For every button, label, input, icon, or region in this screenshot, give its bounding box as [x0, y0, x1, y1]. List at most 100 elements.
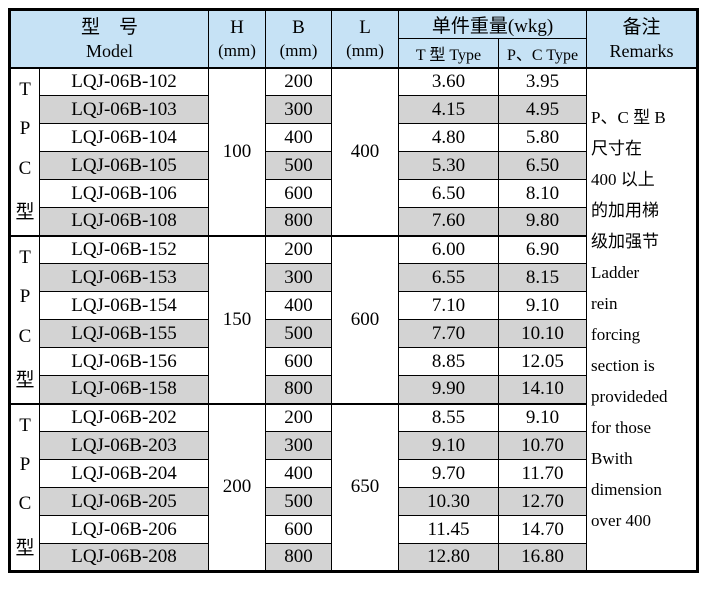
pc-weight-cell: 16.80 — [498, 543, 588, 572]
header-h-label: H — [230, 16, 244, 38]
header-model-zh: 型 号 — [81, 16, 139, 38]
table-row: T P C 型 LQJ-06B-102 100 200 400 3.60 3.9… — [9, 67, 699, 572]
table-row: LQJ-06B-154 400 7.10 9.10 — [10, 291, 698, 320]
t-weight-cell: 11.45 — [398, 515, 500, 544]
header-h: H (mm) — [208, 9, 267, 68]
group-type-stack: T P C 型 — [11, 406, 39, 568]
model-cell: LQJ-06B-204 — [38, 459, 210, 488]
model-cell: LQJ-06B-104 — [38, 123, 210, 152]
header-remarks-en: Remarks — [609, 40, 674, 61]
h-cell: 100 — [208, 67, 267, 236]
group-type-cell: T P C 型 — [9, 67, 40, 236]
model-cell: LQJ-06B-103 — [38, 95, 210, 124]
remarks-line: 的加用梯 — [591, 201, 660, 221]
model-cell: LQJ-06B-102 — [38, 67, 210, 96]
table-row: LQJ-06B-103 300 4.15 4.95 — [10, 95, 698, 124]
b-cell: 800 — [265, 543, 333, 572]
t-weight-cell: 5.30 — [398, 151, 500, 180]
t-weight-cell: 6.55 — [398, 263, 500, 292]
remarks-line: section is — [591, 356, 655, 376]
pc-weight-cell: 6.50 — [498, 151, 588, 180]
type-letter: C — [18, 325, 32, 347]
b-cell: 500 — [265, 487, 333, 516]
remarks-text: P、C 型 B 尺寸在 400 以上 的加用梯 级加强节 Ladder rein… — [588, 102, 697, 536]
b-cell: 300 — [265, 431, 333, 460]
remarks-cell: P、C 型 B 尺寸在 400 以上 的加用梯 级加强节 Ladder rein… — [586, 67, 699, 572]
t-weight-cell: 4.15 — [398, 95, 500, 124]
pc-weight-cell: 5.80 — [498, 123, 588, 152]
t-weight-cell: 7.10 — [398, 291, 500, 320]
table-row: LQJ-06B-203 300 9.10 10.70 — [10, 431, 698, 460]
b-cell: 800 — [265, 207, 333, 236]
remarks-line: 尺寸在 — [591, 139, 643, 159]
table-body: T P C 型 LQJ-06B-102 100 200 400 3.60 3.9… — [9, 67, 699, 572]
pc-weight-cell: 10.70 — [498, 431, 588, 460]
t-weight-cell: 7.70 — [398, 319, 500, 348]
type-letter: P — [19, 454, 31, 476]
table-row: T P C 型 LQJ-06B-202 200 200 650 8.55 9.1… — [9, 403, 698, 572]
pc-weight-cell: 14.70 — [498, 515, 588, 544]
remarks-line: 400 以上 — [591, 170, 655, 190]
b-cell: 600 — [265, 179, 333, 208]
model-cell: LQJ-06B-153 — [38, 263, 210, 292]
remarks-line: Bwith — [591, 449, 633, 469]
pc-weight-cell: 10.10 — [498, 319, 588, 348]
model-cell: LQJ-06B-152 — [38, 235, 210, 264]
l-cell: 600 — [331, 235, 400, 404]
remarks-line: provideded — [591, 387, 668, 407]
type-letter: T — [19, 247, 31, 269]
remarks-line: for those — [591, 418, 651, 438]
t-weight-cell: 12.80 — [398, 543, 500, 572]
t-weight-cell: 4.80 — [398, 123, 500, 152]
header-unit-weight: 单件重量(wkg) — [398, 9, 588, 39]
model-cell: LQJ-06B-206 — [38, 515, 210, 544]
pc-weight-cell: 12.05 — [498, 347, 588, 376]
t-weight-cell: 8.55 — [398, 403, 500, 432]
header-l: L (mm) — [331, 9, 400, 68]
table-row: LQJ-06B-104 400 4.80 5.80 — [10, 123, 698, 152]
type-letter: 型 — [15, 369, 35, 391]
table-header: 型 号 Model H (mm) B (mm) L (mm) 单件重量(wkg)… — [8, 9, 699, 68]
b-cell: 300 — [265, 263, 333, 292]
pc-weight-cell: 4.95 — [498, 95, 588, 124]
table-row: LQJ-06B-208 800 12.80 16.80 — [10, 543, 698, 572]
model-cell: LQJ-06B-208 — [38, 543, 210, 572]
model-cell: LQJ-06B-202 — [38, 403, 210, 432]
pc-weight-cell: 12.70 — [498, 487, 588, 516]
pc-weight-cell: 3.95 — [498, 67, 588, 96]
type-letter: C — [18, 157, 32, 179]
b-cell: 300 — [265, 95, 333, 124]
table-row: LQJ-06B-105 500 5.30 6.50 — [10, 151, 698, 180]
model-cell: LQJ-06B-156 — [38, 347, 210, 376]
b-cell: 200 — [265, 235, 333, 264]
header-remarks: 备注 Remarks — [586, 9, 699, 68]
header-h-unit: (mm) — [218, 40, 256, 60]
model-cell: LQJ-06B-105 — [38, 151, 210, 180]
model-cell: LQJ-06B-106 — [38, 179, 210, 208]
t-weight-cell: 9.70 — [398, 459, 500, 488]
header-l-unit: (mm) — [346, 40, 384, 60]
table-row: LQJ-06B-205 500 10.30 12.70 — [10, 487, 698, 516]
table-row: T P C 型 LQJ-06B-152 150 200 600 6.00 6.9… — [9, 235, 698, 404]
model-cell: LQJ-06B-205 — [38, 487, 210, 516]
t-weight-cell: 6.50 — [398, 179, 500, 208]
header-b-label: B — [292, 16, 305, 38]
b-cell: 600 — [265, 347, 333, 376]
pc-weight-cell: 11.70 — [498, 459, 588, 488]
remarks-line: dimension — [591, 480, 662, 500]
model-cell: LQJ-06B-158 — [38, 375, 210, 404]
remarks-line: Ladder — [591, 263, 640, 283]
table-row: LQJ-06B-156 600 8.85 12.05 — [10, 347, 698, 376]
table-row: LQJ-06B-153 300 6.55 8.15 — [10, 263, 698, 292]
l-cell: 650 — [331, 403, 400, 572]
pc-weight-cell: 8.15 — [498, 263, 588, 292]
remarks-line: rein — [591, 294, 618, 314]
type-letter: T — [19, 79, 31, 101]
group-type-cell: T P C 型 — [9, 403, 40, 572]
type-letter: 型 — [15, 537, 35, 559]
type-letter: P — [19, 286, 31, 308]
header-b: B (mm) — [265, 9, 333, 68]
table-row: LQJ-06B-155 500 7.70 10.10 — [10, 319, 698, 348]
header-pc-type: P、C Type — [498, 38, 588, 68]
t-weight-cell: 7.60 — [398, 207, 500, 236]
